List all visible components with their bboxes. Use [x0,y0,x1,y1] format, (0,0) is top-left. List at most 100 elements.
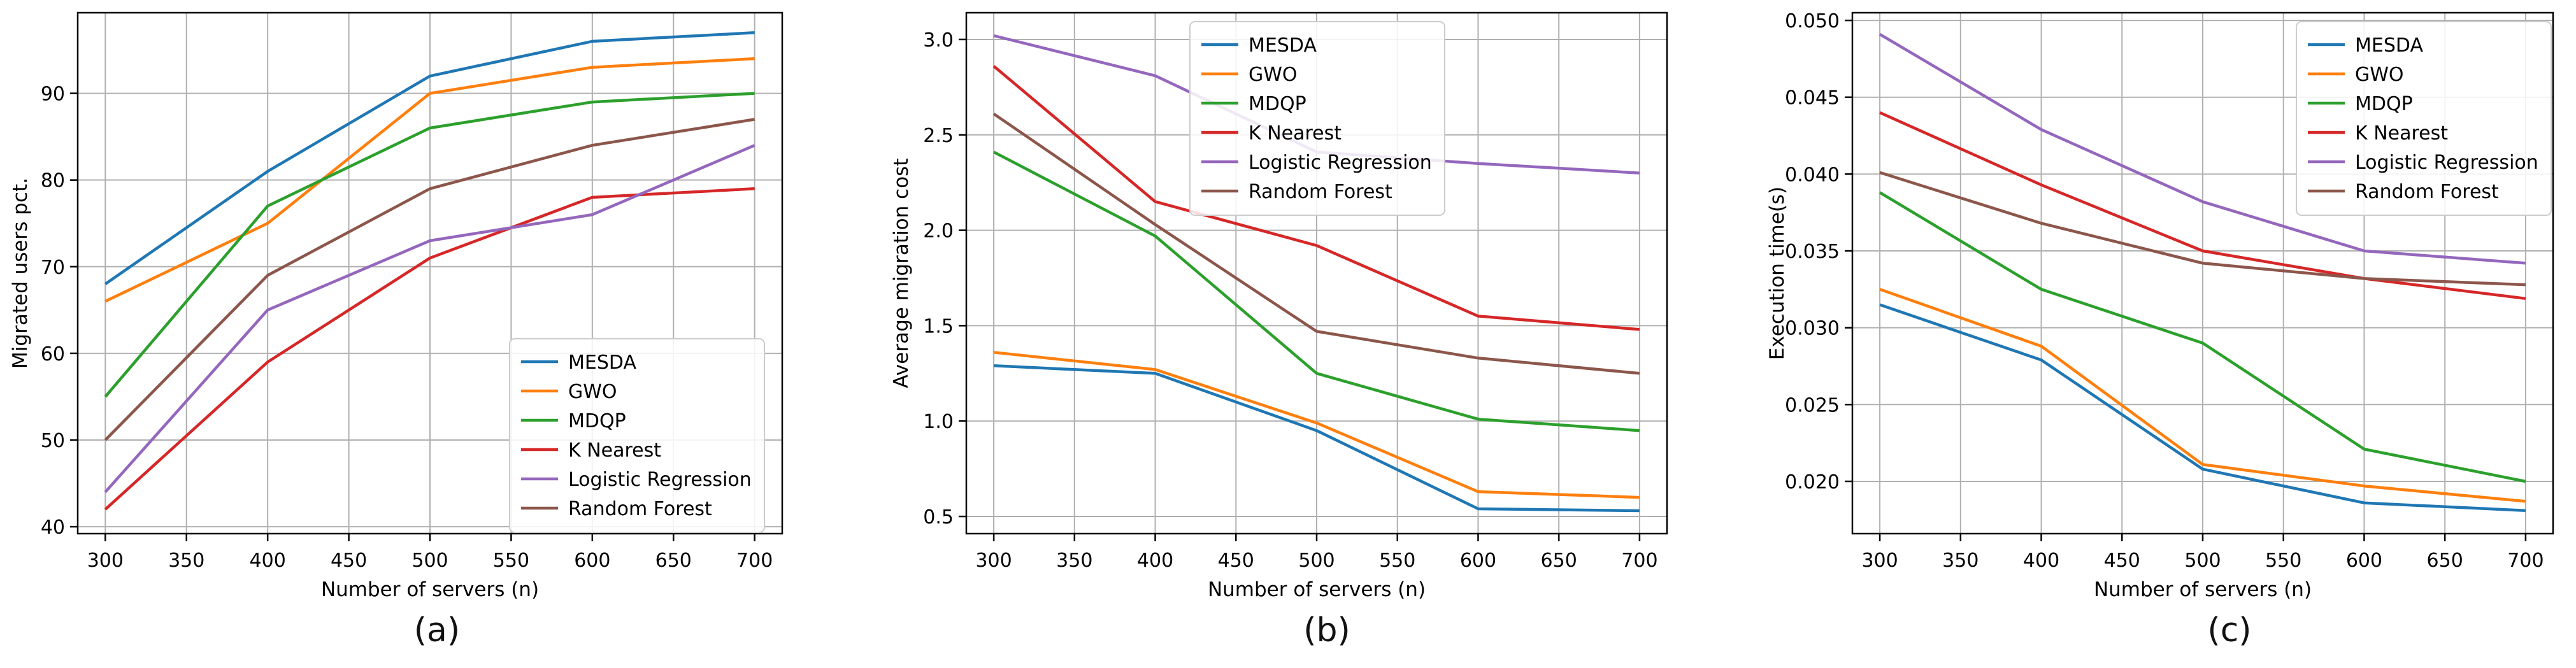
y-tick-label: 90 [41,83,65,106]
x-tick-label: 300 [975,550,1012,572]
legend-box [2296,21,2552,216]
legend: MESDA GWO MDQP K Nearest Logistic Regression… [509,338,765,533]
x-tick-label: 300 [1861,550,1898,572]
series-line-mesda [1879,303,2526,513]
series-line-random-forest [1879,171,2526,287]
x-tick-label: 650 [1541,550,1577,572]
legend-box [509,338,765,533]
caption-b: (b) [1303,611,1350,650]
y-tick-label: 80 [41,170,65,192]
x-tick-label: 400 [2023,550,2059,572]
series-line-logistic-regression [1878,32,2526,265]
legend-label: Random Forest [2355,181,2499,203]
x-tick-label: 450 [2104,550,2140,572]
series-line-k-nearest [992,65,1640,331]
series-line-mdqp [104,92,755,398]
series-line-mesda [993,364,1640,513]
y-axis-label: Migrated users pct. [9,178,32,369]
legend: MESDA GWO MDQP K Nearest Logistic Regression… [2296,21,2552,216]
legend: MESDA GWO MDQP K Nearest Logistic Regression… [1189,21,1445,216]
x-tick-label: 350 [168,550,204,572]
x-tick-label: 550 [493,550,529,572]
x-tick-label: 600 [2346,550,2382,572]
x-tick-label: 400 [250,550,286,572]
chart-3: 300 350 400 450 500 550 600 650 700 0.020 0.025 0.0… [1766,10,2554,601]
y-tick-label: 2.0 [923,220,954,243]
chart-2: 300 350 400 450 500 550 600 650 700 0.5 1.0 1.5 2.0 2… [890,11,1668,601]
series-line-random-forest [992,112,1640,375]
x-tick-label: 550 [2265,550,2301,572]
x-tick-label: 350 [1056,550,1092,572]
x-tick-label: 300 [87,550,124,572]
y-tick-label: 0.040 [1785,164,1840,186]
caption-c: (c) [2207,611,2252,650]
legend-label: K Nearest [568,439,661,462]
legend-label: Logistic Regression [1249,152,1432,174]
y-tick-label: 1.5 [923,315,954,338]
legend-label: MESDA [2355,34,2423,57]
series-line-mdqp [993,150,1640,432]
y-tick-label: 3.0 [923,29,954,52]
legend-label: MDQP [1249,93,1306,115]
y-axis-label: Average migration cost [890,159,913,388]
x-tick-label: 550 [1379,550,1415,572]
legend-label: MDQP [568,410,626,432]
y-tick-label: 0.020 [1785,471,1840,494]
caption-a: (a) [413,611,461,650]
x-tick-label: 350 [1942,550,1979,572]
x-tick-label: 500 [1298,550,1335,572]
legend-label: Random Forest [568,498,712,520]
series-line-gwo [993,351,1640,499]
legend-label: GWO [568,381,617,403]
legend-label: GWO [1249,64,1298,86]
x-tick-label: 600 [574,550,610,572]
y-tick-label: 0.5 [923,506,954,529]
y-tick-label: 0.025 [1785,394,1840,416]
series-line-gwo [1879,288,2526,503]
y-tick-label: 60 [41,343,65,366]
x-tick-label: 500 [411,550,448,572]
x-axis-label: Number of servers (n) [321,578,539,601]
legend-label: MESDA [1249,34,1317,57]
x-tick-label: 700 [2507,550,2544,572]
x-tick-label: 650 [655,550,692,572]
chart-1: 300 350 400 450 500 550 600 650 700 40 50 60 70 80 90 N… [9,11,784,601]
series-line-k-nearest [1879,111,2526,301]
series-line-logistic-regression [104,144,755,494]
legend-label: K Nearest [1249,122,1342,145]
y-tick-label: 1.0 [923,411,954,433]
series-line-mdqp [1878,191,2526,483]
x-tick-label: 700 [736,550,773,572]
x-tick-label: 400 [1137,550,1173,572]
x-tick-label: 450 [1218,550,1254,572]
legend-label: Random Forest [1249,181,1392,203]
legend-label: MESDA [568,352,636,374]
y-tick-label: 0.035 [1785,241,1840,263]
legend-label: MDQP [2355,93,2413,115]
x-tick-label: 700 [1621,550,1657,572]
legend-label: GWO [2355,64,2404,86]
x-axis-label: Number of servers (n) [1208,578,1426,601]
x-tick-label: 500 [2184,550,2221,572]
y-tick-label: 50 [41,430,65,452]
y-tick-label: 0.050 [1785,10,1840,32]
y-tick-label: 0.030 [1785,318,1840,340]
legend-label: Logistic Regression [2355,152,2538,174]
series-line-mesda [104,31,755,285]
legend-label: K Nearest [2355,122,2448,145]
y-tick-label: 40 [41,516,65,539]
x-tick-label: 600 [1460,550,1496,572]
legend-box [1189,21,1445,216]
y-tick-label: 2.5 [923,125,954,147]
series-line-k-nearest [104,187,755,511]
series-line-gwo [104,57,755,303]
y-axis-label: Execution time(s) [1766,187,1789,360]
x-tick-label: 450 [331,550,367,572]
y-tick-label: 0.045 [1785,87,1840,110]
series-line-random-forest [104,118,755,441]
x-axis-label: Number of servers (n) [2094,578,2312,601]
legend-label: Logistic Regression [568,469,752,491]
y-tick-label: 70 [41,257,65,279]
